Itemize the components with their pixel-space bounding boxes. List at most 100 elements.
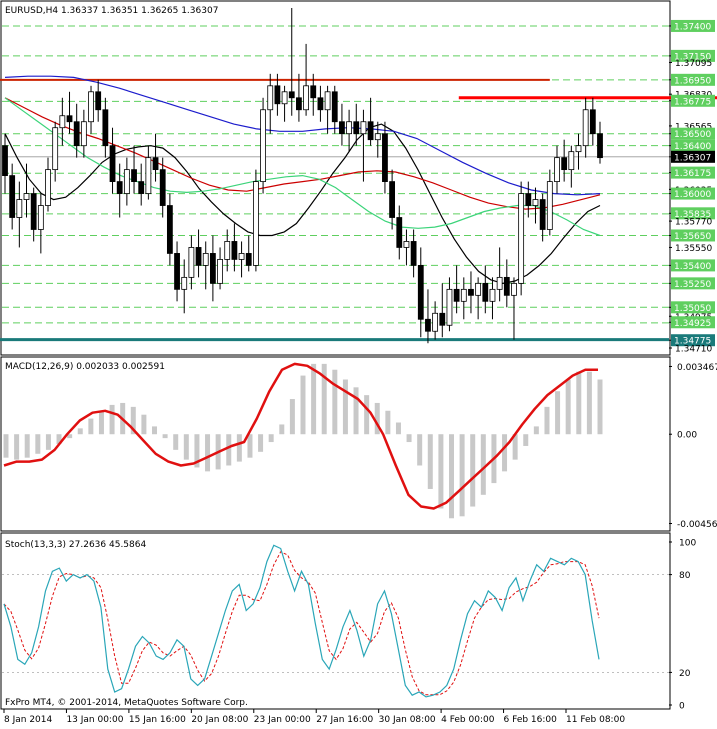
time-tick-label: 20 Jan 08:00 — [191, 715, 248, 725]
candle-body — [274, 85, 281, 105]
candle-body — [460, 288, 467, 302]
time-tick-label: 8 Jan 2014 — [4, 715, 52, 725]
macd-label: MACD(12,26,9) 0.002033 0.002591 — [5, 362, 165, 372]
candle-body — [539, 199, 546, 230]
time-tick-label: 11 Feb 08:00 — [566, 715, 625, 725]
time-tick-label: 23 Jan 00:00 — [254, 715, 311, 725]
candle-body — [403, 241, 410, 248]
price-tag — [671, 139, 715, 152]
candle-body — [145, 157, 152, 194]
candle-body — [16, 199, 23, 218]
price-tag — [671, 166, 715, 179]
candle-body — [2, 145, 8, 177]
macd-bar — [332, 369, 338, 435]
candle-body — [37, 205, 44, 230]
candle-body — [453, 288, 460, 302]
macd-bar — [533, 426, 539, 435]
macd-tick-label: 0.00 — [677, 431, 697, 441]
candle-body — [23, 193, 30, 200]
candle-body — [554, 157, 560, 182]
stoch-tick-label: 0 — [679, 702, 685, 712]
price-tick-label: 1.34710 — [675, 345, 712, 355]
stoch-levels — [2, 574, 669, 673]
candle-body — [131, 169, 137, 182]
candle-body — [496, 276, 503, 290]
macd-bar — [45, 434, 51, 450]
price-tag-label: 1.34925 — [674, 319, 711, 329]
candle-body — [346, 121, 352, 135]
price-tag-label: 1.36775 — [674, 97, 711, 107]
macd-bar — [141, 414, 147, 435]
candle-body — [80, 121, 87, 147]
candle-body — [238, 253, 245, 260]
candle-body — [575, 145, 582, 153]
price-tag-label: 1.37150 — [674, 52, 711, 62]
macd-bar — [470, 434, 476, 507]
macd-bar — [98, 410, 104, 435]
candle-body — [109, 145, 116, 182]
macd-bar — [130, 406, 136, 435]
candle-body — [389, 181, 396, 218]
series-MA-blue — [4, 75, 601, 196]
candle-body — [561, 157, 568, 171]
candle-body — [88, 91, 94, 123]
macd-bar — [56, 434, 62, 444]
symbol-header: EURUSD,H4 1.36337 1.36351 1.36265 1.3630… — [5, 6, 218, 16]
macd-bar — [14, 434, 20, 460]
candle-body — [45, 169, 51, 206]
macd-signal-line — [3, 362, 598, 510]
price-tag-label: 1.36950 — [674, 76, 711, 86]
candle-body — [425, 318, 431, 332]
price-tag-label: 1.36175 — [674, 169, 711, 179]
time-tick-label: 15 Jan 16:00 — [129, 715, 186, 725]
macd-bar — [395, 422, 401, 435]
series-MA-green — [4, 97, 601, 237]
macd-bar — [565, 379, 571, 435]
candle-body — [582, 109, 589, 147]
price-tag — [671, 229, 715, 242]
candle-body — [30, 193, 37, 230]
macd-bar — [480, 434, 486, 495]
candle-body — [281, 91, 288, 105]
price-tag — [671, 207, 715, 220]
time-tick-label: 4 Feb 00:00 — [441, 715, 495, 725]
macd-bar — [385, 410, 391, 435]
candle-body — [217, 259, 223, 284]
price-tag — [671, 73, 715, 86]
macd-bar — [35, 434, 41, 454]
copyright-footer: FxPro MT4, © 2001-2014, MetaQuotes Softw… — [5, 698, 248, 708]
price-tick-label: 1.35770 — [675, 218, 712, 228]
price-tag — [671, 187, 715, 200]
candle-body — [260, 109, 266, 182]
price-tag-label: 1.35050 — [674, 304, 711, 314]
time-axis: 8 Jan 2014 13 Jan 00:00 15 Jan 16:00 20 Jan… — [3, 709, 625, 725]
candle-body — [116, 181, 123, 194]
candle-body — [231, 241, 238, 260]
candle-body — [503, 276, 510, 296]
candle-body — [324, 91, 331, 111]
macd-bar — [586, 371, 592, 435]
candle-body — [489, 288, 496, 302]
time-tick-label: 6 Feb 16:00 — [504, 715, 558, 725]
macd-bar — [321, 363, 327, 435]
price-tag — [671, 94, 715, 107]
macd-bar — [427, 434, 433, 489]
price-tag — [671, 259, 715, 272]
candle-body — [288, 91, 295, 99]
macd-bar — [3, 434, 9, 458]
stoch-signal-line — [3, 551, 600, 696]
price-tag — [671, 316, 715, 329]
candle-body — [439, 312, 446, 326]
macd-bar — [417, 434, 423, 466]
candle-body — [317, 97, 324, 111]
time-tick-label: 30 Jan 08:00 — [379, 715, 436, 725]
price-tag-label: 1.35400 — [674, 262, 711, 272]
candle-body — [546, 181, 553, 230]
macd-bar — [544, 406, 550, 435]
macd-bar — [449, 434, 454, 519]
macd-bar — [247, 434, 253, 458]
candle-body — [396, 217, 403, 248]
macd-bar — [289, 399, 295, 435]
candle-body — [568, 151, 575, 171]
